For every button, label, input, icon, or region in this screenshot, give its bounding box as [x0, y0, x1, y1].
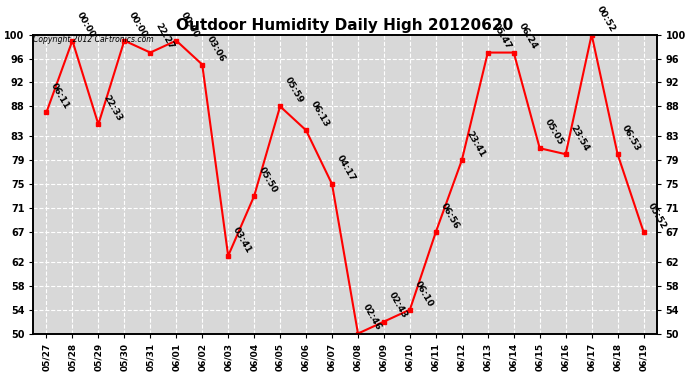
Text: 06:13: 06:13	[309, 100, 331, 129]
Text: 22:27: 22:27	[153, 22, 175, 51]
Text: 05:05: 05:05	[542, 118, 564, 147]
Title: Outdoor Humidity Daily High 20120620: Outdoor Humidity Daily High 20120620	[177, 18, 513, 33]
Text: 22:33: 22:33	[101, 94, 124, 123]
Text: 02:46: 02:46	[361, 303, 383, 332]
Text: 02:43: 02:43	[386, 291, 409, 320]
Text: 23:54: 23:54	[569, 123, 591, 153]
Text: 05:59: 05:59	[283, 76, 305, 105]
Text: 06:53: 06:53	[620, 124, 642, 153]
Text: Copyright 2012 CaFtronics.com: Copyright 2012 CaFtronics.com	[33, 34, 154, 44]
Text: 00:52: 00:52	[594, 4, 616, 33]
Text: 00:00: 00:00	[75, 10, 97, 39]
Text: 03:06: 03:06	[205, 34, 227, 63]
Text: 00:00: 00:00	[179, 10, 201, 39]
Text: 06:11: 06:11	[49, 82, 71, 111]
Text: 05:52: 05:52	[647, 201, 669, 231]
Text: 05:47: 05:47	[491, 22, 513, 51]
Text: 05:50: 05:50	[257, 166, 279, 195]
Text: 00:00: 00:00	[127, 10, 149, 39]
Text: 06:56: 06:56	[439, 201, 461, 231]
Text: 23:41: 23:41	[464, 129, 486, 159]
Text: 03:41: 03:41	[231, 225, 253, 255]
Text: 06:10: 06:10	[413, 279, 435, 308]
Text: 06:24: 06:24	[517, 22, 539, 51]
Text: 04:17: 04:17	[335, 153, 357, 183]
